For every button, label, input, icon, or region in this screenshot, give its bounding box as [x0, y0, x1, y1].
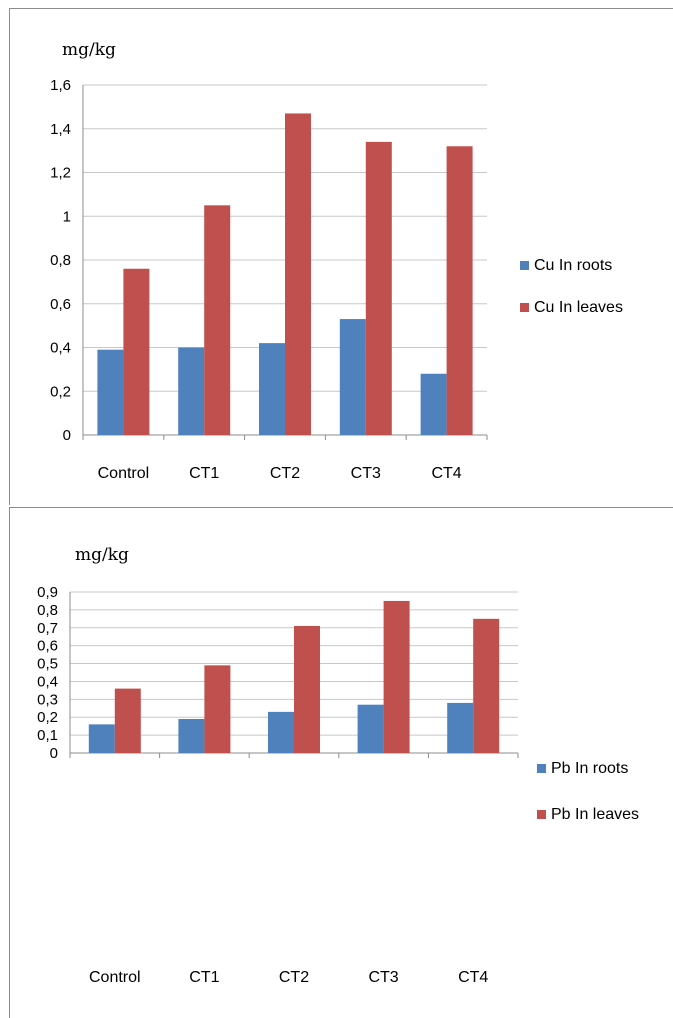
x-category-label: CT2 — [279, 969, 309, 986]
x-category-label: CT4 — [458, 969, 488, 986]
x-category-label: CT1 — [189, 465, 219, 482]
y-tick-label: 0,4 — [37, 673, 58, 690]
legend-label: Cu In leaves — [534, 299, 623, 316]
bar-leaves — [204, 665, 231, 753]
y-axis-unit-label: mg/kg — [62, 40, 116, 60]
y-tick-label: 0 — [50, 745, 58, 762]
y-tick-label: 0,2 — [37, 709, 58, 726]
x-category-label: CT3 — [368, 969, 398, 986]
legend-swatch — [537, 810, 546, 819]
bar-leaves — [383, 600, 410, 753]
bar-roots — [259, 343, 285, 435]
y-tick-label: 0,8 — [37, 602, 58, 619]
y-tick-label: 0,5 — [37, 656, 58, 673]
y-tick-label: 0,6 — [50, 296, 71, 313]
bar-roots — [339, 319, 366, 435]
bar-leaves — [294, 625, 320, 753]
bar-roots — [420, 373, 447, 435]
bar-leaves — [204, 205, 231, 435]
bar-roots — [88, 724, 115, 753]
bar-roots — [357, 704, 384, 753]
x-category-label: Control — [98, 465, 150, 482]
y-tick-label: 0,7 — [37, 620, 58, 637]
x-category-label: CT4 — [431, 465, 461, 482]
bar-roots — [178, 347, 205, 435]
bar-leaves — [365, 141, 392, 435]
legend-label: Cu In roots — [534, 257, 612, 274]
y-tick-label: 0,6 — [37, 638, 58, 655]
y-tick-label: 0,9 — [37, 584, 58, 601]
y-axis-unit-label: mg/kg — [75, 545, 129, 565]
y-tick-label: 1,6 — [50, 77, 71, 94]
x-category-label: CT2 — [270, 465, 300, 482]
x-category-label: CT1 — [189, 969, 219, 986]
legend-label: Pb In roots — [551, 760, 628, 777]
legend-swatch — [520, 303, 529, 312]
y-tick-label: 0,3 — [37, 691, 58, 708]
cu-bar-chart: mg/kg 0 0,2 0,4 0,6 0,8 1 1,2 1,4 1,6 Control CT1 CT… — [50, 40, 623, 482]
legend-swatch — [520, 261, 529, 270]
chart-panel-cu: mg/kg 0 0,2 0,4 0,6 0,8 1 1,2 1,4 1,6 Control CT1 CT… — [0, 0, 673, 506]
bar-roots — [268, 711, 294, 753]
bar-leaves — [446, 146, 473, 435]
bar-roots — [97, 349, 124, 435]
y-tick-label: 1,2 — [50, 165, 71, 182]
pb-bar-chart: mg/kg 00,10,20,30,40,50,60,70,80,9 Control… — [37, 545, 639, 986]
bar-leaves — [114, 688, 141, 753]
x-category-label: CT3 — [351, 465, 381, 482]
chart-panel-pb: mg/kg 0 0,1 0,2 0,3 0,4 0,5 0,6 0,7 0,8 0,9 Control… — [0, 505, 673, 1018]
y-tick-label: 0 — [63, 427, 71, 444]
y-tick-label: 0,1 — [37, 727, 58, 744]
bar-leaves — [285, 113, 311, 435]
y-tick-label: 0,4 — [50, 340, 71, 357]
x-category-label: Control — [89, 969, 141, 986]
bar-leaves — [473, 618, 500, 753]
bar-roots — [447, 702, 474, 753]
y-tick-label: 1 — [63, 208, 71, 225]
y-tick-label: 1,4 — [50, 121, 71, 138]
bar-leaves — [123, 268, 150, 435]
y-tick-label: 0,2 — [50, 383, 71, 400]
legend-label: Pb In leaves — [551, 806, 639, 823]
legend-swatch — [537, 764, 546, 773]
bar-roots — [178, 719, 205, 753]
y-tick-label: 0,8 — [50, 252, 71, 269]
